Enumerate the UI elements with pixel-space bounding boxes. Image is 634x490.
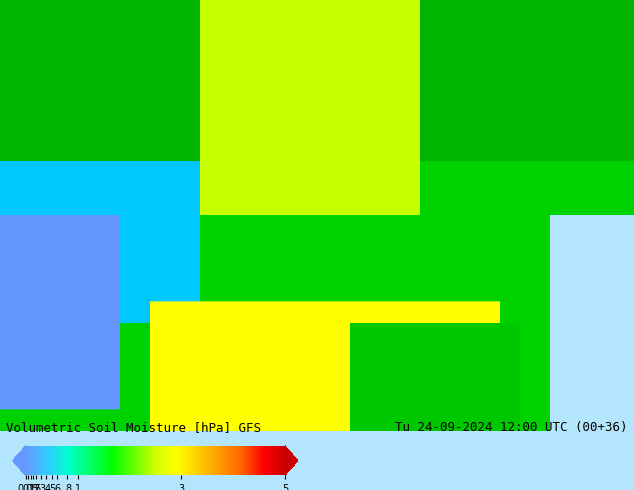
Text: Tu 24-09-2024 12:00 UTC (00+36): Tu 24-09-2024 12:00 UTC (00+36) bbox=[395, 420, 628, 434]
Text: Volumetric Soil Moisture [hPa] GFS: Volumetric Soil Moisture [hPa] GFS bbox=[6, 420, 261, 434]
PathPatch shape bbox=[285, 446, 298, 475]
PathPatch shape bbox=[13, 446, 25, 475]
